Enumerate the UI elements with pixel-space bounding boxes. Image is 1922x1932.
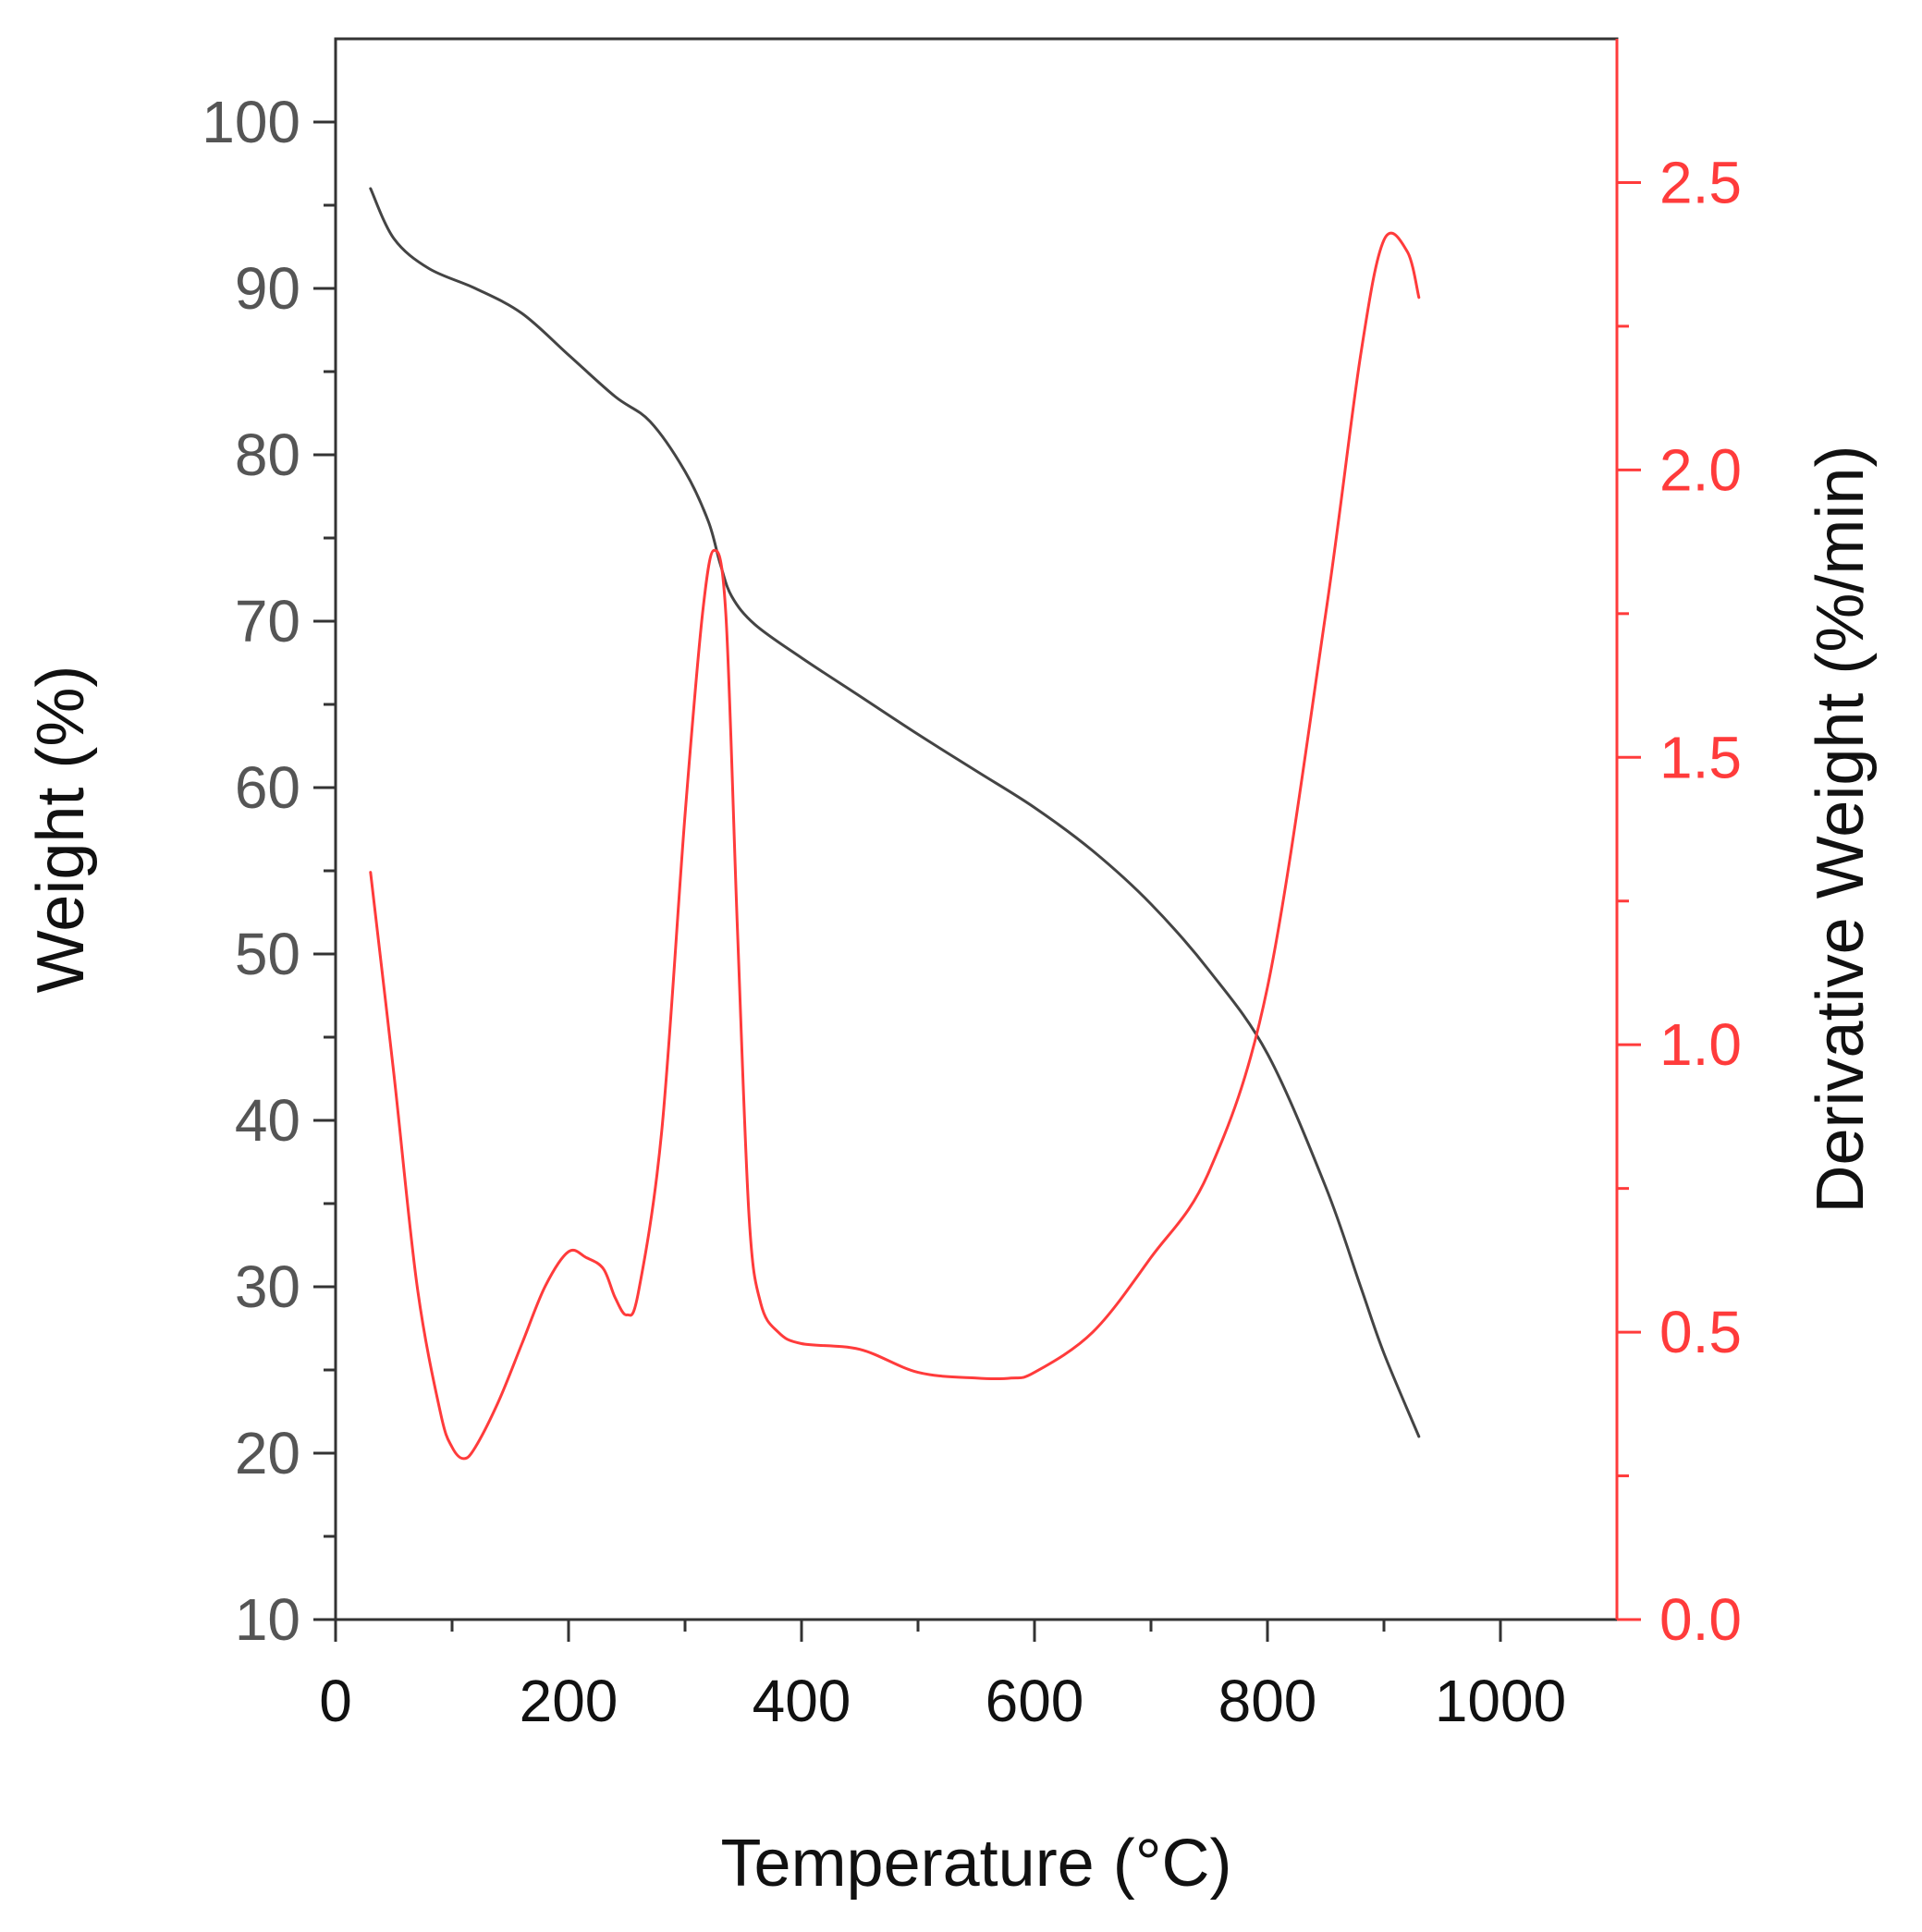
x-tick-label: 600 [985, 1668, 1084, 1734]
y2-tick-label: 1.5 [1659, 724, 1742, 790]
y-tick-label: 100 [202, 89, 300, 155]
plot-frame [334, 37, 1619, 1621]
right-y-axis-title: Derivative Weight (%/min) [1804, 446, 1878, 1214]
y-tick-label: 90 [235, 255, 300, 322]
y2-tick-label: 1.0 [1659, 1011, 1742, 1078]
x-axis-ticks: 0 200 400 600 800 1000 [319, 1620, 1566, 1734]
y2-tick-label: 2.0 [1659, 436, 1742, 503]
right-y-axis-ticks: 0.0 0.5 1.0 1.5 2.0 2.5 [1617, 149, 1742, 1653]
y2-tick-label: 0.0 [1659, 1586, 1742, 1653]
derivative-weight-line [369, 231, 1421, 1461]
y-tick-label: 30 [235, 1253, 300, 1320]
x-tick-label: 1000 [1435, 1668, 1566, 1734]
x-tick-label: 800 [1218, 1668, 1317, 1734]
y-tick-label: 20 [235, 1420, 300, 1486]
y-tick-label: 40 [235, 1087, 300, 1154]
y-tick-label: 70 [235, 588, 300, 654]
y2-tick-label: 2.5 [1659, 149, 1742, 215]
y-tick-label: 80 [235, 422, 300, 488]
x-tick-label: 400 [753, 1668, 851, 1734]
left-y-axis-title: Weight (%) [24, 666, 98, 994]
y2-tick-label: 0.5 [1659, 1299, 1742, 1365]
x-tick-label: 0 [319, 1668, 352, 1734]
y-tick-label: 60 [235, 754, 300, 821]
y-tick-label: 50 [235, 921, 300, 987]
y-tick-label: 10 [235, 1586, 300, 1653]
series-layer [369, 187, 1421, 1461]
weight-line [369, 187, 1421, 1438]
x-axis-title: Temperature (°C) [721, 1827, 1232, 1901]
left-y-axis-ticks: 10 20 30 40 50 60 70 80 90 100 [202, 89, 336, 1653]
x-tick-label: 200 [520, 1668, 618, 1734]
